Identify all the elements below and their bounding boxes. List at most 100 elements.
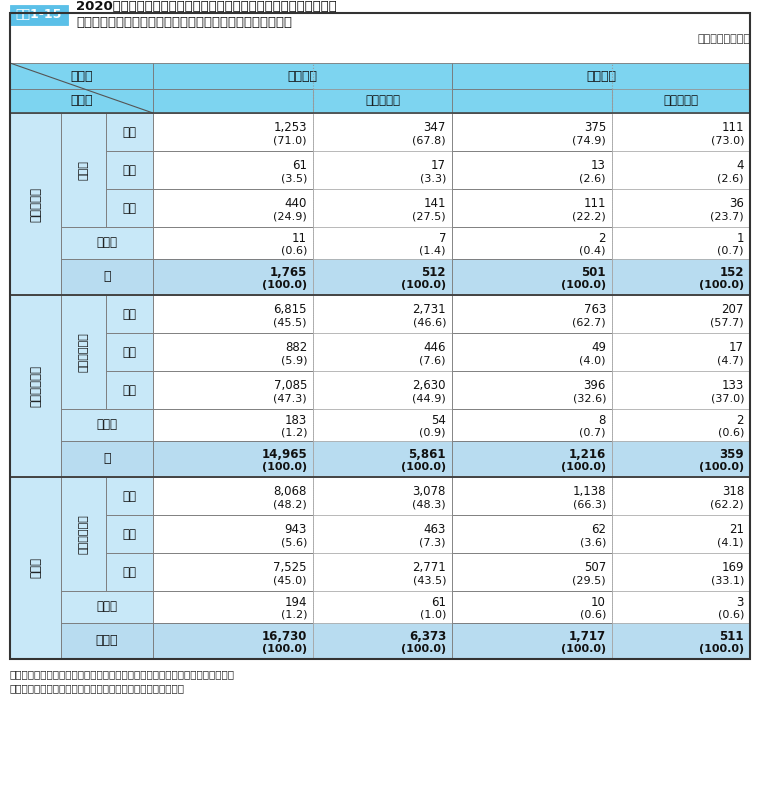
Text: (62.7): (62.7) xyxy=(572,318,606,328)
Text: (0.7): (0.7) xyxy=(579,427,606,438)
Text: (100.0): (100.0) xyxy=(401,462,446,472)
Text: (0.6): (0.6) xyxy=(280,246,307,255)
Text: 61: 61 xyxy=(292,158,307,171)
Text: (47.3): (47.3) xyxy=(274,394,307,404)
Bar xyxy=(61,441,153,477)
Bar xyxy=(452,409,612,441)
Text: 943: 943 xyxy=(285,522,307,535)
Text: (0.6): (0.6) xyxy=(580,610,606,619)
Text: (0.6): (0.6) xyxy=(717,427,744,438)
Text: 大学院・大学: 大学院・大学 xyxy=(78,332,88,372)
Bar xyxy=(106,515,153,553)
Bar xyxy=(313,371,452,409)
Text: 2,771: 2,771 xyxy=(412,561,446,574)
Text: 2,731: 2,731 xyxy=(413,302,446,315)
Bar xyxy=(153,227,313,259)
Bar xyxy=(61,113,106,227)
Text: 882: 882 xyxy=(285,341,307,354)
Text: (22.2): (22.2) xyxy=(572,212,606,222)
Text: 学　歴: 学 歴 xyxy=(70,94,93,107)
Bar xyxy=(612,371,750,409)
Text: 463: 463 xyxy=(423,522,446,535)
Text: (57.7): (57.7) xyxy=(711,318,744,328)
Text: (66.3): (66.3) xyxy=(572,500,606,510)
Bar xyxy=(313,591,452,623)
Text: 396: 396 xyxy=(584,378,606,391)
Bar xyxy=(10,113,61,295)
Text: (74.9): (74.9) xyxy=(572,136,606,146)
Text: 501: 501 xyxy=(581,266,606,279)
Text: 194: 194 xyxy=(284,596,307,610)
Bar xyxy=(61,227,153,259)
Text: (0.9): (0.9) xyxy=(420,427,446,438)
Bar xyxy=(313,89,452,113)
Text: 大卒程度試験: 大卒程度試験 xyxy=(29,365,42,407)
Bar xyxy=(612,333,750,371)
Text: 446: 446 xyxy=(423,341,446,354)
Bar xyxy=(612,623,750,659)
Bar xyxy=(612,553,750,591)
Bar xyxy=(612,259,750,295)
Bar xyxy=(10,113,750,295)
Bar xyxy=(153,89,313,113)
Text: (1.4): (1.4) xyxy=(420,246,446,255)
Text: 111: 111 xyxy=(584,197,606,210)
Text: 申込者数: 申込者数 xyxy=(287,70,318,82)
Text: 計: 計 xyxy=(103,270,111,283)
Text: 3: 3 xyxy=(736,596,744,610)
Text: 141: 141 xyxy=(423,197,446,210)
Text: (100.0): (100.0) xyxy=(401,280,446,290)
Text: (5.6): (5.6) xyxy=(280,538,307,548)
Text: 5,861: 5,861 xyxy=(409,448,446,461)
Text: (62.2): (62.2) xyxy=(711,500,744,510)
Bar xyxy=(153,151,313,189)
Bar xyxy=(612,151,750,189)
Text: (45.0): (45.0) xyxy=(274,576,307,586)
Text: 1,765: 1,765 xyxy=(270,266,307,279)
Text: (32.6): (32.6) xyxy=(572,394,606,404)
Bar xyxy=(612,441,750,477)
Text: 347: 347 xyxy=(423,121,446,134)
Bar xyxy=(153,113,313,151)
Text: (1.2): (1.2) xyxy=(280,610,307,619)
Bar xyxy=(612,295,750,333)
Text: 11: 11 xyxy=(292,232,307,246)
Bar xyxy=(452,441,612,477)
Bar xyxy=(612,113,750,151)
Text: (1.2): (1.2) xyxy=(280,427,307,438)
Bar xyxy=(153,189,313,227)
Bar xyxy=(10,5,68,25)
Bar xyxy=(313,227,452,259)
Bar xyxy=(313,189,452,227)
Text: 318: 318 xyxy=(722,485,744,498)
Bar xyxy=(61,409,153,441)
Text: 7,085: 7,085 xyxy=(274,378,307,391)
Text: 54: 54 xyxy=(431,414,446,427)
Bar xyxy=(313,113,452,151)
Text: 49: 49 xyxy=(591,341,606,354)
Bar xyxy=(612,591,750,623)
Text: 21: 21 xyxy=(729,522,744,535)
Bar xyxy=(106,189,153,227)
Text: 152: 152 xyxy=(720,266,744,279)
Bar xyxy=(612,89,750,113)
Text: (3.3): (3.3) xyxy=(420,174,446,184)
Text: 17: 17 xyxy=(431,158,446,171)
Text: 133: 133 xyxy=(722,378,744,391)
Bar xyxy=(452,477,612,515)
Text: (27.5): (27.5) xyxy=(413,212,446,222)
Bar xyxy=(61,477,106,591)
Text: (3.6): (3.6) xyxy=(580,538,606,548)
Text: 17: 17 xyxy=(729,341,744,354)
Bar xyxy=(313,259,452,295)
Bar xyxy=(313,333,452,371)
Text: (0.6): (0.6) xyxy=(717,610,744,619)
Bar xyxy=(153,553,313,591)
Text: 計: 計 xyxy=(103,453,111,466)
Bar xyxy=(452,89,612,113)
Bar xyxy=(153,477,313,515)
Text: 8,068: 8,068 xyxy=(274,485,307,498)
Bar xyxy=(612,227,750,259)
Text: (71.0): (71.0) xyxy=(274,136,307,146)
Bar xyxy=(452,623,612,659)
